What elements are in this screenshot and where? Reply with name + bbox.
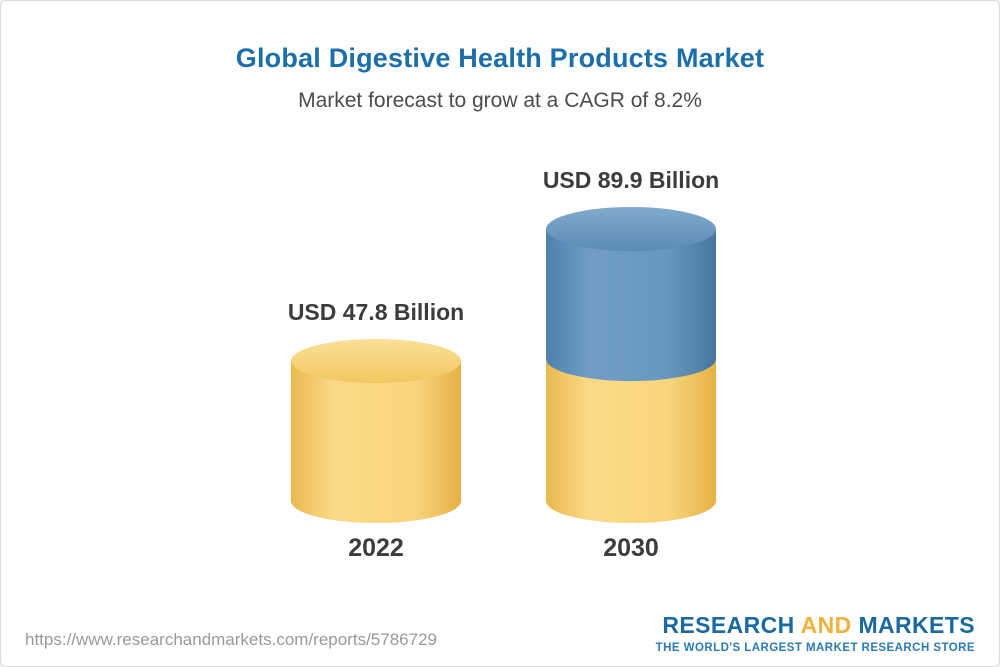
company-logo: RESEARCH AND MARKETS THE WORLD'S LARGEST… — [656, 612, 975, 654]
source-url: https://www.researchandmarkets.com/repor… — [25, 630, 437, 649]
chart-title: Global Digestive Health Products Market — [235, 43, 765, 73]
cylinder-2030-top — [546, 207, 716, 251]
chart-subtitle: Market forecast to grow at a CAGR of 8.2… — [298, 89, 702, 112]
cylinder-2030 — [546, 207, 716, 523]
logo-word-markets: MARKETS — [858, 612, 975, 638]
value-label-2030: USD 89.9 Billion — [542, 167, 720, 193]
logo-wordmark: RESEARCH AND MARKETS — [656, 612, 975, 639]
cylinder-2022 — [291, 339, 461, 523]
logo-tagline: THE WORLD'S LARGEST MARKET RESEARCH STOR… — [655, 642, 975, 654]
logo-word-and: AND — [800, 612, 852, 638]
value-label-2022: USD 47.8 Billion — [287, 299, 465, 325]
cylinder-2030-blue-segment — [546, 229, 716, 381]
category-label-2030: 2030 — [603, 534, 659, 562]
category-label-2022: 2022 — [348, 534, 404, 562]
cylinder-2030-yellow-segment — [546, 359, 716, 523]
logo-word-research: RESEARCH — [662, 612, 795, 638]
